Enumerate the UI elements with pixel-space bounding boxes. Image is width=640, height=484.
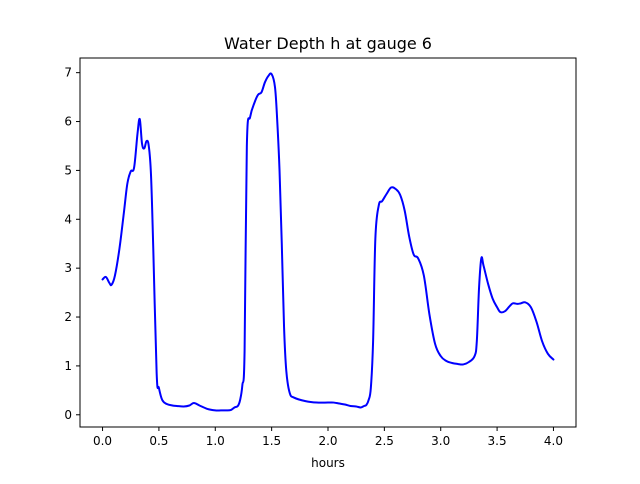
x-tick-label: 0.5 [149,434,168,448]
y-tick-label: 7 [64,66,72,80]
x-axis: 0.0 0.5 1.0 1.5 2.0 2.5 3.0 3.5 4.0 [93,427,563,448]
x-tick-label: 2.0 [318,434,337,448]
y-tick-label: 2 [64,310,72,324]
y-tick-label: 0 [64,408,72,422]
x-tick-label: 4.0 [544,434,563,448]
x-tick-label: 3.0 [431,434,450,448]
y-tick-label: 1 [64,359,72,373]
x-tick-label: 1.0 [206,434,225,448]
x-axis-label: hours [311,456,345,470]
water-depth-line [101,72,555,412]
y-tick-label: 5 [64,163,72,177]
y-tick-label: 4 [64,212,72,226]
y-axis: 0 1 2 3 4 5 6 7 [64,66,80,422]
x-tick-label: 3.5 [488,434,507,448]
x-tick-label: 0.0 [93,434,112,448]
x-tick-label: 2.5 [375,434,394,448]
x-tick-label: 1.5 [262,434,281,448]
y-tick-label: 6 [64,115,72,129]
chart-title: Water Depth h at gauge 6 [224,34,432,53]
y-tick-label: 3 [64,261,72,275]
